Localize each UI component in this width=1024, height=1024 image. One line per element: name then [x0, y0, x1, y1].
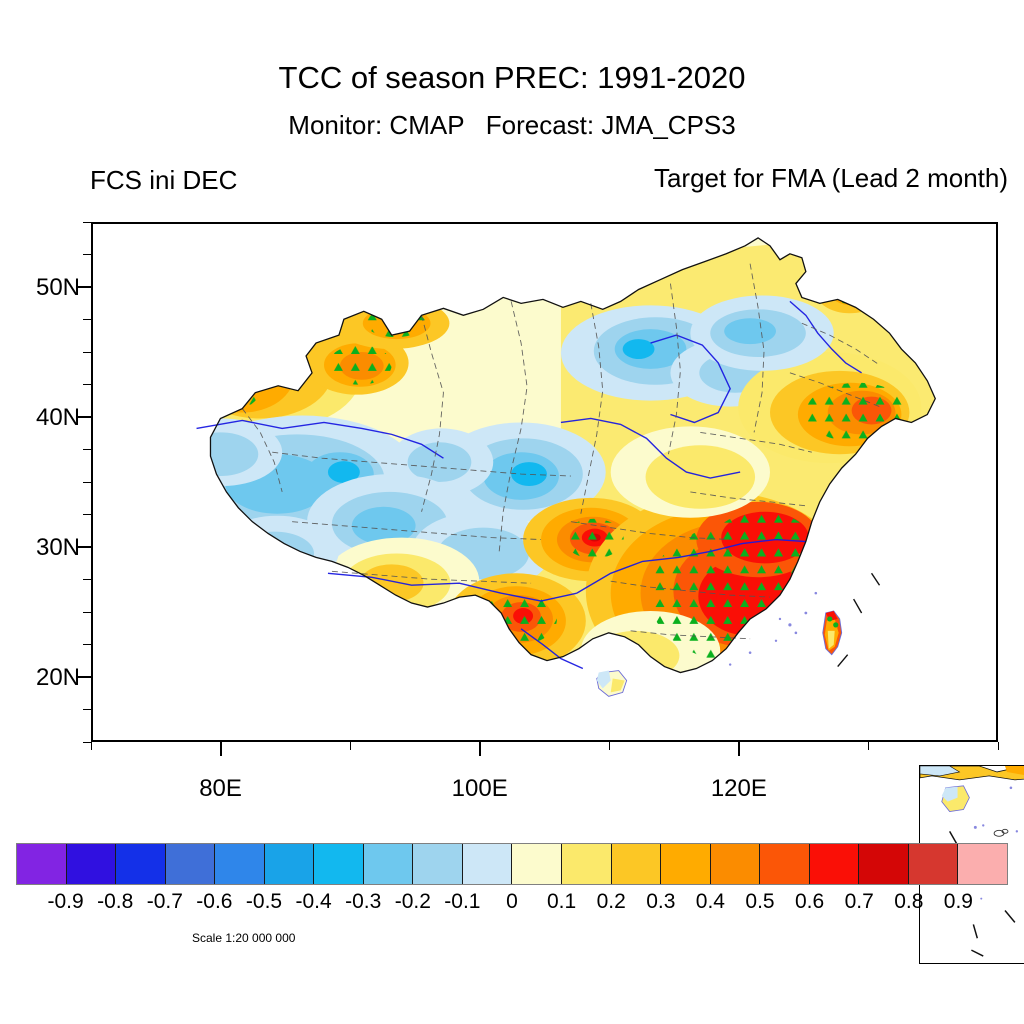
- colorbar-tick: 0.9: [943, 890, 973, 913]
- offshore-islets: [728, 591, 818, 666]
- scale-label: Scale 1:20 000 000: [192, 931, 296, 945]
- axis-tick: [77, 416, 91, 418]
- axis-tick: [83, 254, 91, 256]
- colorbar-tick: -0.1: [444, 890, 481, 913]
- colorbar-band: [66, 844, 117, 884]
- axis-tick: [867, 742, 870, 750]
- axis-tick: [997, 742, 999, 750]
- colorbar-band: [462, 844, 513, 884]
- colorbar: [16, 843, 1008, 885]
- colorbar-tick: -0.9: [47, 890, 84, 913]
- axis-tick: [83, 351, 91, 353]
- colorbar-tick: 0.4: [695, 890, 725, 913]
- target-period-label: Target for FMA (Lead 2 month): [653, 163, 1008, 193]
- axis-tick: [77, 286, 91, 288]
- colorbar-band: [908, 844, 959, 884]
- colorbar-band: [809, 844, 860, 884]
- y-axis-label: 50N: [35, 274, 80, 301]
- colorbar-band: [116, 844, 166, 884]
- axis-tick: [83, 709, 91, 711]
- colorbar-tick: 0.2: [596, 890, 626, 913]
- colorbar-tick-labels: -0.9 -0.8 -0.7 -0.6 -0.5 -0.4 -0.3 -0.2 -0.1 0 0.1…: [16, 890, 1008, 920]
- axis-tick: [349, 742, 351, 750]
- axis-tick: [83, 741, 91, 743]
- colorbar-band: [661, 844, 711, 884]
- axis-tick: [83, 319, 91, 321]
- colorbar-tick: -0.6: [196, 890, 233, 913]
- colorbar-tick: 0: [506, 890, 518, 913]
- axis-tick: [83, 449, 91, 451]
- colorbar-tick: -0.7: [146, 890, 183, 913]
- colorbar-band: [314, 844, 364, 884]
- map-plot-area: 1:40 000 000 Scale 1:20 000 000: [91, 222, 1024, 964]
- forecast-init-label: FCS ini DEC: [90, 165, 238, 195]
- page-title: TCC of season PREC: 1991-2020: [278, 60, 746, 95]
- colorbar-band: [17, 844, 67, 884]
- axis-tick: [77, 546, 91, 548]
- colorbar-band: [760, 844, 810, 884]
- x-axis-label: 80E: [199, 775, 242, 802]
- colorbar-tick: 0.7: [844, 890, 874, 913]
- axis-tick: [83, 481, 91, 483]
- colorbar-band: [859, 844, 909, 884]
- axis-tick: [83, 221, 91, 223]
- boundary-dashes: [837, 572, 881, 668]
- x-axis-label: 120E: [710, 775, 767, 802]
- colorbar-tick: -0.4: [295, 890, 332, 913]
- taiwan: [822, 610, 843, 656]
- x-axis-label: 100E: [451, 775, 508, 802]
- colorbar-band: [958, 844, 1007, 884]
- colorbar-band: [264, 844, 315, 884]
- axis-tick: [478, 742, 481, 756]
- axis-tick: [83, 384, 91, 386]
- colorbar-tick: 0.6: [794, 890, 825, 913]
- axis-tick: [219, 742, 222, 756]
- colorbar-tick: 0.5: [745, 890, 775, 913]
- axis-tick: [90, 742, 92, 750]
- axis-tick: [83, 579, 91, 581]
- colorbar-tick: -0.5: [245, 890, 283, 913]
- china-outline: [209, 237, 936, 674]
- axis-tick: [77, 676, 91, 678]
- colorbar-tick: 0.3: [646, 890, 676, 913]
- y-axis-label: 20N: [35, 664, 80, 691]
- subtitle: Monitor: CMAP Forecast: JMA_CPS3: [288, 110, 736, 140]
- colorbar-band: [611, 844, 662, 884]
- axis-tick: [83, 514, 91, 516]
- y-axis-label: 40N: [35, 404, 80, 431]
- axis-tick: [83, 611, 91, 613]
- colorbar-tick: -0.3: [345, 890, 382, 913]
- colorbar-tick: -0.2: [394, 890, 431, 913]
- colorbar-band: [165, 844, 216, 884]
- axis-tick: [608, 742, 610, 750]
- axis-tick: [737, 742, 740, 756]
- colorbar-tick: 0.8: [894, 890, 924, 913]
- colorbar-band: [512, 844, 563, 884]
- colorbar-tick: 0.1: [546, 890, 577, 913]
- axis-tick: [83, 644, 91, 646]
- tcc-contour-map: [196, 237, 936, 697]
- colorbar-band: [710, 844, 761, 884]
- colorbar-band: [363, 844, 414, 884]
- y-axis-label: 30N: [35, 534, 80, 561]
- colorbar-band: [562, 844, 612, 884]
- hainan: [596, 670, 628, 697]
- colorbar-band: [215, 844, 265, 884]
- colorbar-tick: -0.8: [97, 890, 134, 913]
- colorbar-band: [413, 844, 463, 884]
